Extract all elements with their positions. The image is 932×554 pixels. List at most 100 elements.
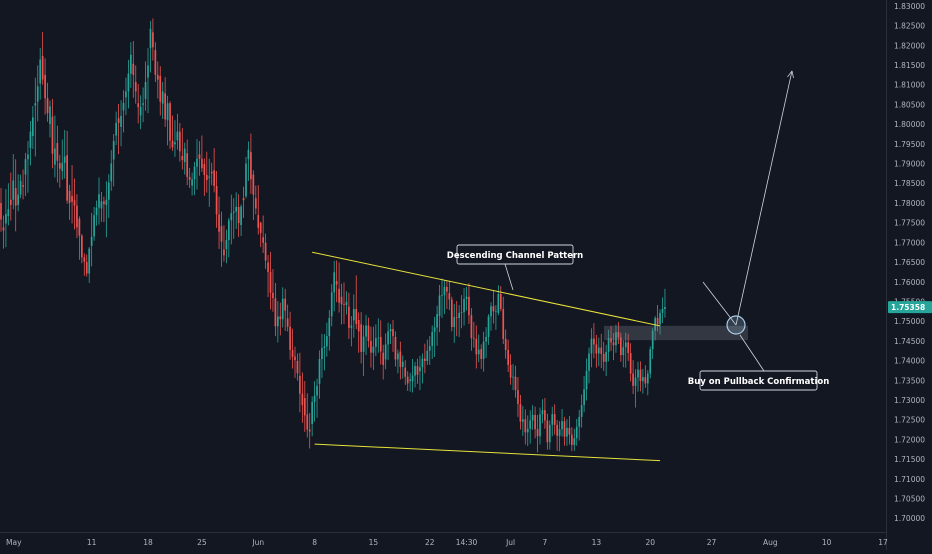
price-tick-label: 1.79500 <box>894 140 925 149</box>
time-tick-label: 7 <box>543 538 548 547</box>
candle <box>120 100 122 147</box>
candle-body <box>83 257 86 262</box>
candle-body <box>9 199 12 205</box>
candle-body <box>477 349 480 355</box>
price-tick-label: 1.80500 <box>894 100 925 109</box>
candle <box>215 171 218 228</box>
candle-body <box>218 214 220 232</box>
support-zone[interactable] <box>604 325 748 341</box>
candle-body <box>568 427 571 435</box>
candle-body <box>144 81 147 99</box>
time-axis: May 11 18 25 Jun 8 15 22 14:30 Jul 7 13 20 27 Aug 10 17 <box>6 538 888 547</box>
candle-body <box>637 369 639 378</box>
candle <box>646 370 649 396</box>
candle-body <box>664 306 666 309</box>
candle <box>372 326 375 371</box>
projection-path[interactable] <box>735 70 793 326</box>
candle <box>377 318 380 353</box>
candle <box>465 286 468 311</box>
candle <box>541 399 544 424</box>
candle-body <box>384 344 387 360</box>
candle <box>375 324 377 357</box>
candle-body <box>534 414 536 430</box>
candle <box>556 420 558 451</box>
candle <box>95 200 98 226</box>
price-axis: 1.83000 1.82500 1.82000 1.81500 1.81000 1.805… <box>894 2 925 523</box>
candle-body <box>524 419 527 433</box>
candle <box>203 158 206 196</box>
candle <box>98 177 100 225</box>
candle-body <box>605 351 607 362</box>
price-tick-label: 1.79000 <box>894 160 925 169</box>
candle <box>473 321 475 348</box>
time-tick-label: 22 <box>425 538 435 547</box>
candle-body <box>544 410 546 421</box>
candle <box>142 87 144 123</box>
candle <box>7 183 10 226</box>
candle <box>482 331 485 372</box>
candle-body <box>159 76 162 102</box>
candle <box>629 343 632 382</box>
price-tick-label: 1.81000 <box>894 81 925 90</box>
entry-circle-marker[interactable] <box>726 315 746 335</box>
candle-body <box>259 222 262 233</box>
candle <box>441 278 443 319</box>
candle <box>125 77 127 116</box>
candle-body <box>134 81 137 92</box>
candle-body <box>468 296 470 316</box>
candle <box>66 130 68 204</box>
candle <box>524 409 527 445</box>
candle <box>409 372 411 392</box>
candle <box>117 104 120 155</box>
candle-body <box>553 414 556 425</box>
candle <box>156 61 159 99</box>
candle-body <box>539 414 541 437</box>
callout-box-channel[interactable] <box>456 244 574 265</box>
price-tick-label: 1.77500 <box>894 219 925 228</box>
candle <box>32 106 34 149</box>
candle-body <box>316 385 318 396</box>
candle <box>277 301 279 343</box>
candle-body <box>24 159 27 175</box>
candle-body <box>120 115 122 127</box>
candle-body <box>110 163 113 182</box>
candle <box>242 186 245 218</box>
candle <box>193 161 196 196</box>
candle-body <box>132 63 135 75</box>
candle-body <box>186 153 189 177</box>
upper-trendline[interactable] <box>312 251 661 327</box>
candle-body <box>183 148 186 162</box>
candle-body <box>411 375 414 382</box>
candle <box>487 314 490 345</box>
candle <box>352 294 355 338</box>
callout-label-buy: Buy on Pullback Confirmation <box>688 377 830 387</box>
candle-body <box>63 156 66 163</box>
candle <box>198 141 201 176</box>
candle <box>416 358 419 384</box>
candle <box>105 181 108 238</box>
candle-body <box>375 338 377 347</box>
candle-body <box>117 118 120 123</box>
candle <box>539 407 541 445</box>
lower-trendline[interactable] <box>314 443 661 462</box>
candle-body <box>646 373 649 384</box>
candle-body <box>661 308 664 313</box>
candle <box>225 229 228 264</box>
candle-body <box>66 155 68 201</box>
candle-body <box>17 194 19 205</box>
candle <box>103 196 105 223</box>
candle <box>566 419 568 446</box>
candle <box>306 393 309 438</box>
candle <box>286 304 289 332</box>
candle-body <box>602 353 605 362</box>
callout-box-buy[interactable] <box>699 370 818 391</box>
candle <box>350 316 353 347</box>
candle-body <box>281 298 284 320</box>
candle <box>196 139 198 190</box>
candle <box>154 42 157 82</box>
candle <box>389 323 392 345</box>
candle-body <box>279 316 282 320</box>
candle <box>318 350 321 399</box>
